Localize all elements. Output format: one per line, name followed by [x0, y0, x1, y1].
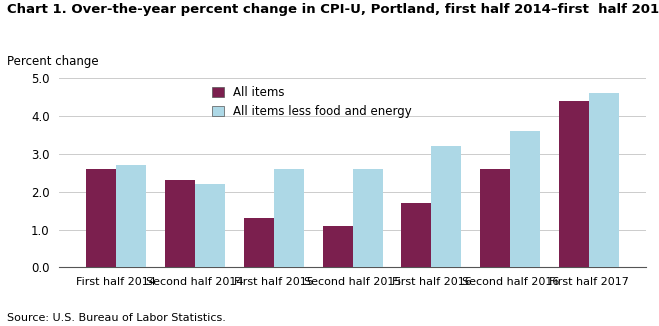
Bar — [353, 169, 382, 267]
Bar — [244, 218, 273, 267]
Legend: All items, All items less food and energy: All items, All items less food and energ… — [212, 86, 412, 118]
Bar — [432, 146, 461, 267]
Bar — [510, 131, 540, 267]
Bar — [559, 101, 589, 267]
Bar — [589, 93, 619, 267]
Bar — [116, 165, 146, 267]
Bar — [401, 203, 432, 267]
Bar — [273, 169, 304, 267]
Bar — [323, 226, 353, 267]
Bar — [480, 169, 510, 267]
Text: Source: U.S. Bureau of Labor Statistics.: Source: U.S. Bureau of Labor Statistics. — [7, 313, 225, 323]
Bar — [195, 184, 225, 267]
Bar — [165, 180, 195, 267]
Text: Chart 1. Over-the-year percent change in CPI-U, Portland, first half 2014–first : Chart 1. Over-the-year percent change in… — [7, 3, 659, 16]
Text: Percent change: Percent change — [7, 55, 98, 68]
Bar — [86, 169, 116, 267]
